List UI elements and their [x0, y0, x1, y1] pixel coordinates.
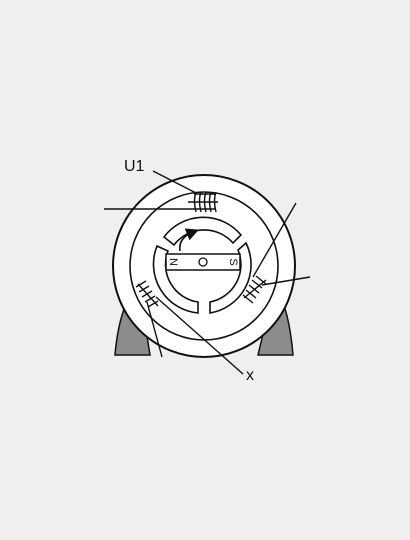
rotation-arrow	[178, 228, 199, 252]
rotor-south-label: S	[227, 258, 239, 265]
rotor-north-label: N	[167, 258, 179, 266]
x-leader-line	[155, 296, 244, 375]
rotor-axis	[198, 257, 208, 267]
coil-left	[135, 280, 163, 358]
label-u1: U1	[124, 158, 145, 175]
u1-leader-line	[152, 170, 197, 194]
coil-right	[242, 202, 311, 304]
coil-top	[104, 191, 218, 213]
label-x: x	[246, 367, 254, 384]
